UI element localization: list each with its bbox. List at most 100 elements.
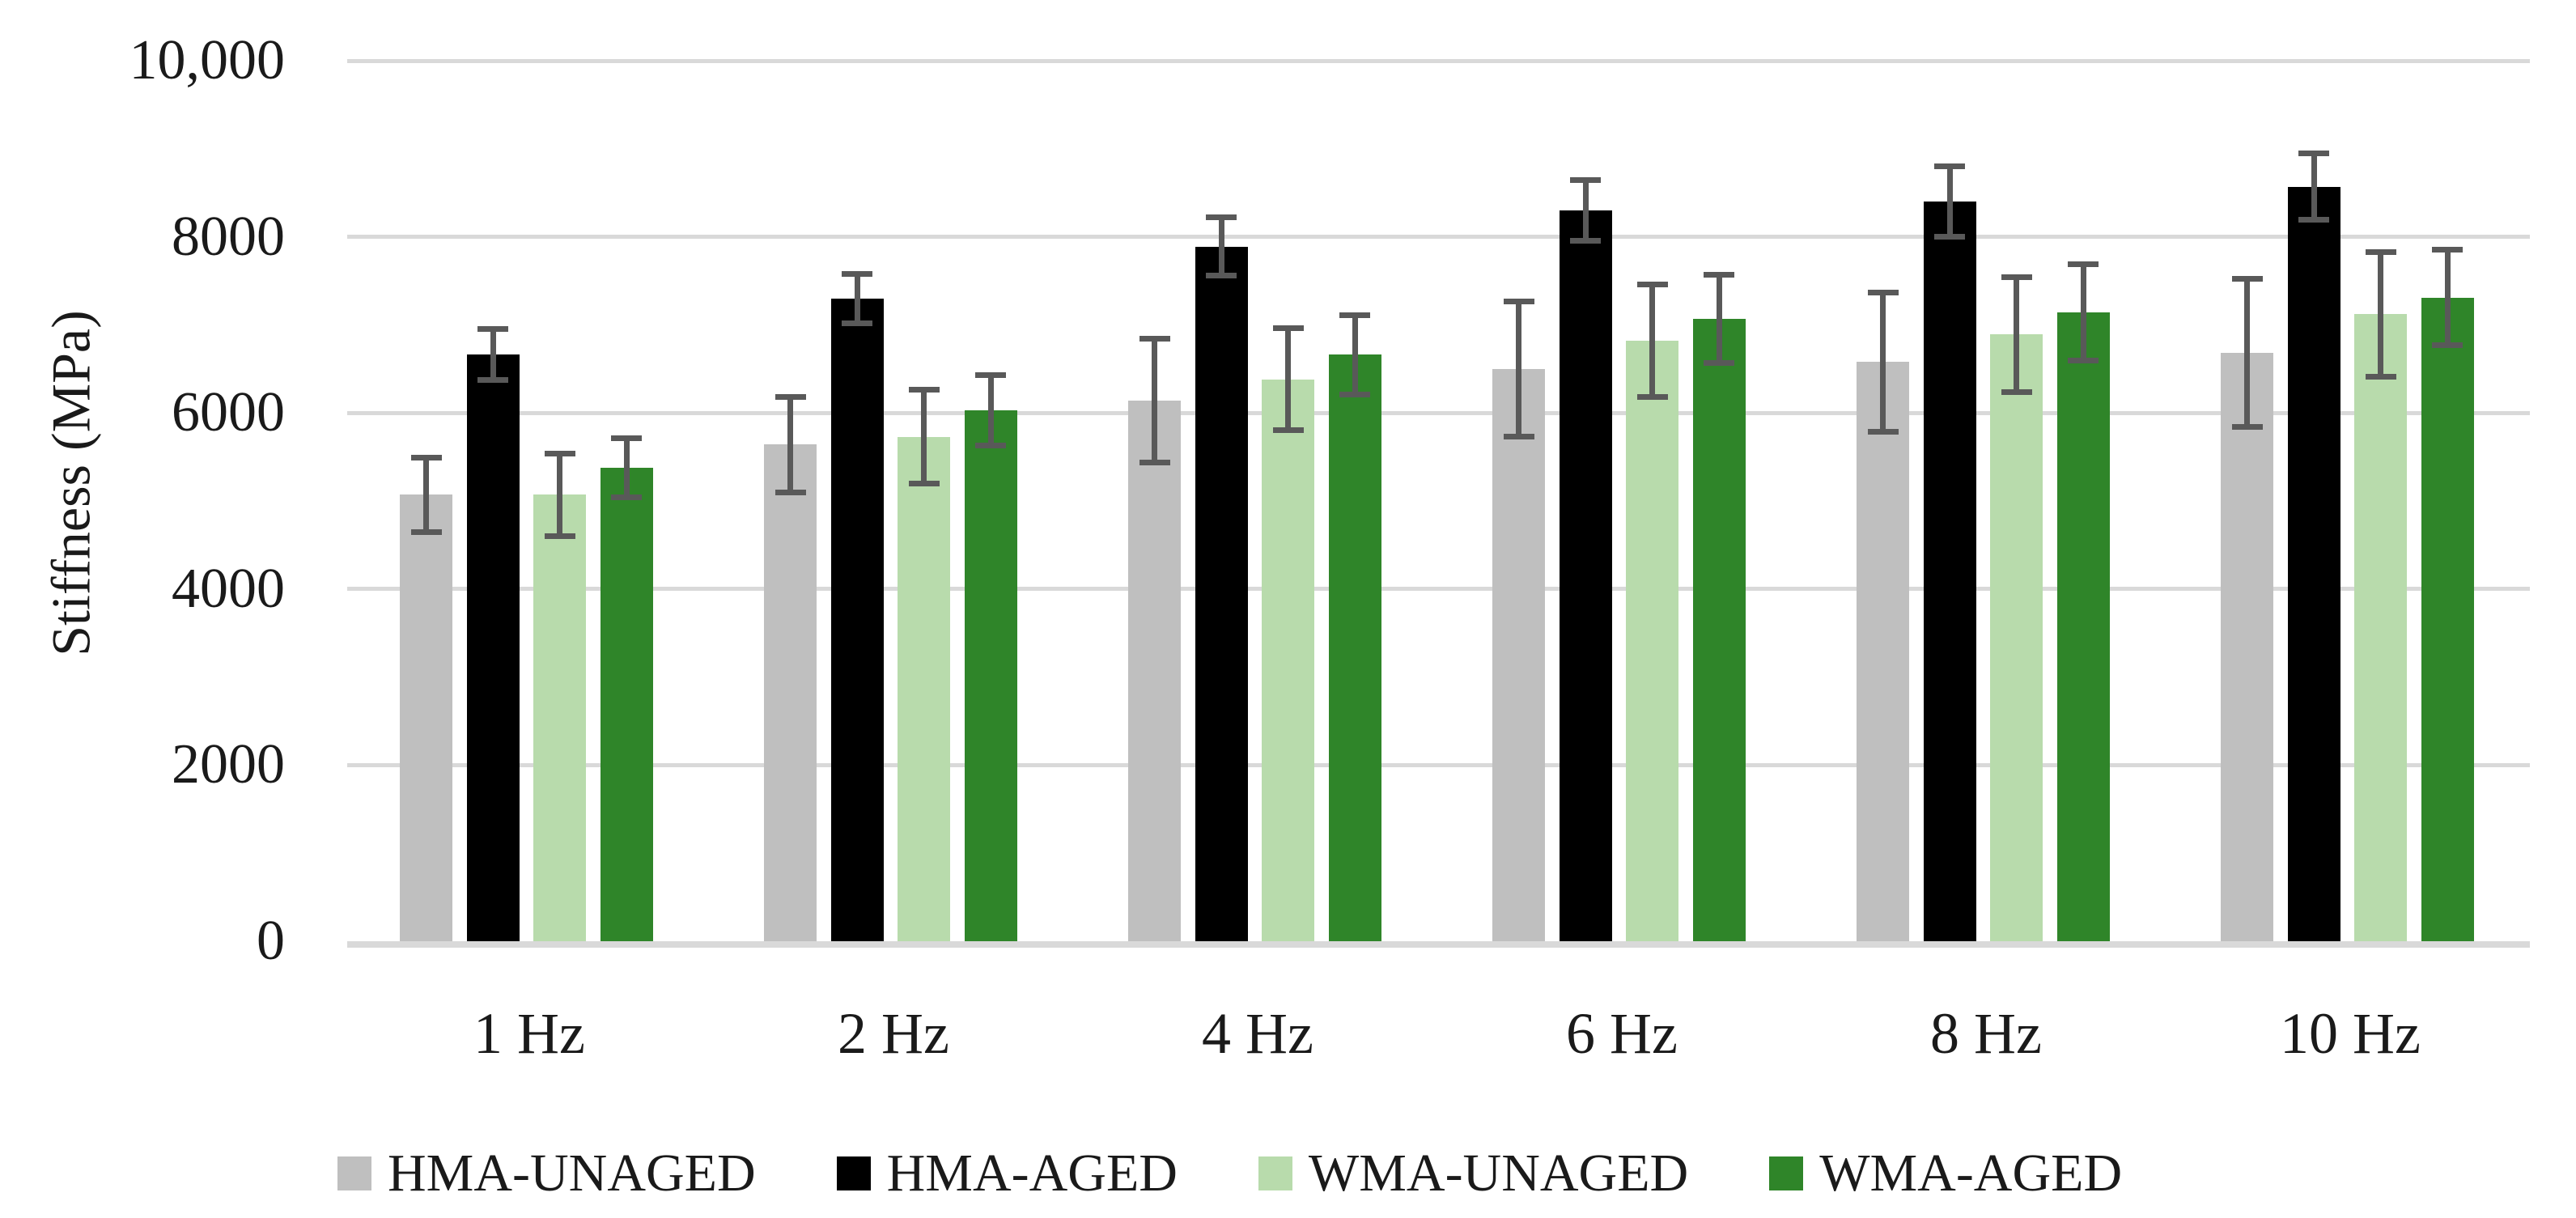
error-bar-line [2311, 153, 2317, 220]
gridline [347, 58, 2530, 63]
bar-hma-aged-1hz [466, 354, 520, 941]
error-bar-cap [2432, 246, 2463, 253]
error-bar-line [1946, 166, 1953, 237]
error-bar-line [623, 438, 630, 498]
error-bar-cap [1636, 282, 1668, 288]
error-bar-line [1649, 284, 1655, 397]
error-bar-line [2080, 264, 2086, 361]
error-bar-cap [1272, 325, 1304, 332]
error-bar-line [557, 453, 562, 537]
error-bar-line [921, 389, 927, 484]
bar-wma-aged-4hz [1328, 354, 1381, 941]
bar-hma-aged-10hz [2287, 186, 2340, 941]
error-bar-line [854, 274, 860, 324]
legend-item-hma-unaged: HMA-UNAGED [337, 1143, 756, 1204]
y-tick-label: 6000 [172, 381, 285, 444]
error-bar-line [1285, 328, 1291, 431]
bar-wma-unaged-8hz [1990, 334, 2043, 941]
error-bar-cap [774, 490, 806, 496]
error-bar-cap [975, 442, 1006, 448]
error-bar-cap [1339, 391, 1370, 397]
x-axis-baseline [347, 941, 2530, 948]
error-bar-line [1582, 180, 1589, 241]
error-bar-cap [774, 393, 806, 400]
error-bar-cap [611, 494, 642, 500]
error-bar-line [1716, 274, 1722, 363]
legend-label: WMA-UNAGED [1308, 1144, 1689, 1203]
bar-wma-aged-10hz [2421, 297, 2474, 941]
error-bar-cap [1503, 298, 1534, 304]
bar-hma-unaged-8hz [1857, 362, 1909, 941]
bar-wma-unaged-4hz [1262, 379, 1314, 941]
bar-wma-unaged-6hz [1626, 340, 1678, 941]
x-category-label: 2 Hz [838, 1001, 949, 1066]
error-bar-cap [1339, 312, 1370, 318]
error-bar-cap [908, 480, 940, 486]
x-category-label: 6 Hz [1566, 1001, 1678, 1066]
error-bar-cap [1704, 271, 1734, 278]
legend-label: HMA-AGED [886, 1144, 1178, 1203]
error-bar-cap [2298, 217, 2329, 223]
legend-item-wma-aged: WMA-AGED [1769, 1143, 2122, 1204]
error-bar-cap [1867, 289, 1899, 295]
error-bar-cap [477, 377, 508, 384]
error-bar-cap [975, 371, 1006, 378]
error-bar-cap [842, 270, 872, 277]
error-bar-cap [2001, 274, 2032, 281]
error-bar-cap [2365, 373, 2396, 380]
bar-wma-aged-6hz [1692, 318, 1746, 941]
error-bar-line [2014, 277, 2019, 393]
error-bar-cap [611, 435, 642, 441]
error-bar-cap [2365, 249, 2396, 256]
legend-label: HMA-UNAGED [388, 1144, 756, 1203]
error-bar-cap [908, 387, 940, 393]
bar-wma-unaged-10hz [2354, 314, 2407, 941]
bar-hma-aged-4hz [1195, 246, 1248, 941]
legend-swatch-icon [1258, 1156, 1292, 1190]
bar-hma-unaged-6hz [1492, 368, 1545, 941]
y-tick-label: 2000 [172, 733, 285, 796]
error-bar-cap [1206, 272, 1237, 278]
error-bar-cap [1934, 163, 1965, 170]
error-bar-cap [1503, 434, 1534, 440]
error-bar-line [1352, 315, 1358, 395]
error-bar-cap [1272, 427, 1304, 434]
x-category-label: 10 Hz [2280, 1001, 2421, 1066]
legend-swatch-icon [337, 1156, 371, 1190]
error-bar-cap [477, 326, 508, 333]
bar-wma-unaged-2hz [898, 436, 950, 941]
error-bar-cap [410, 528, 442, 535]
error-bar-cap [1867, 428, 1899, 435]
error-bar-cap [410, 455, 442, 461]
error-bar-cap [1636, 393, 1668, 400]
bar-hma-aged-6hz [1559, 210, 1612, 941]
error-bar-cap [1206, 214, 1237, 221]
error-bar-cap [2298, 150, 2329, 156]
bar-wma-unaged-1hz [533, 494, 586, 941]
gridline [347, 410, 2530, 415]
legend-swatch-icon [1769, 1156, 1804, 1190]
bar-hma-unaged-4hz [1128, 400, 1181, 941]
x-category-label: 8 Hz [1930, 1001, 2042, 1066]
y-tick-label: 10,000 [129, 29, 286, 91]
error-bar-cap [2231, 276, 2263, 282]
y-tick-label: 0 [257, 910, 285, 972]
error-bar-cap [2068, 261, 2099, 268]
legend-item-hma-aged: HMA-AGED [836, 1143, 1178, 1204]
legend: HMA-UNAGED HMA-AGED WMA-UNAGED WMA-AGED [337, 1143, 2122, 1204]
error-bar-cap [1704, 359, 1734, 366]
error-bar-line [1218, 217, 1224, 276]
gridline [347, 235, 2530, 240]
x-category-label: 4 Hz [1202, 1001, 1313, 1066]
error-bar-line [1516, 301, 1521, 437]
legend-label: WMA-AGED [1819, 1144, 2123, 1203]
y-tick-label: 4000 [172, 557, 285, 620]
bar-hma-aged-2hz [830, 298, 884, 941]
error-bar-cap [2001, 388, 2032, 395]
error-bar-line [423, 457, 429, 533]
bar-wma-aged-8hz [2056, 312, 2110, 941]
